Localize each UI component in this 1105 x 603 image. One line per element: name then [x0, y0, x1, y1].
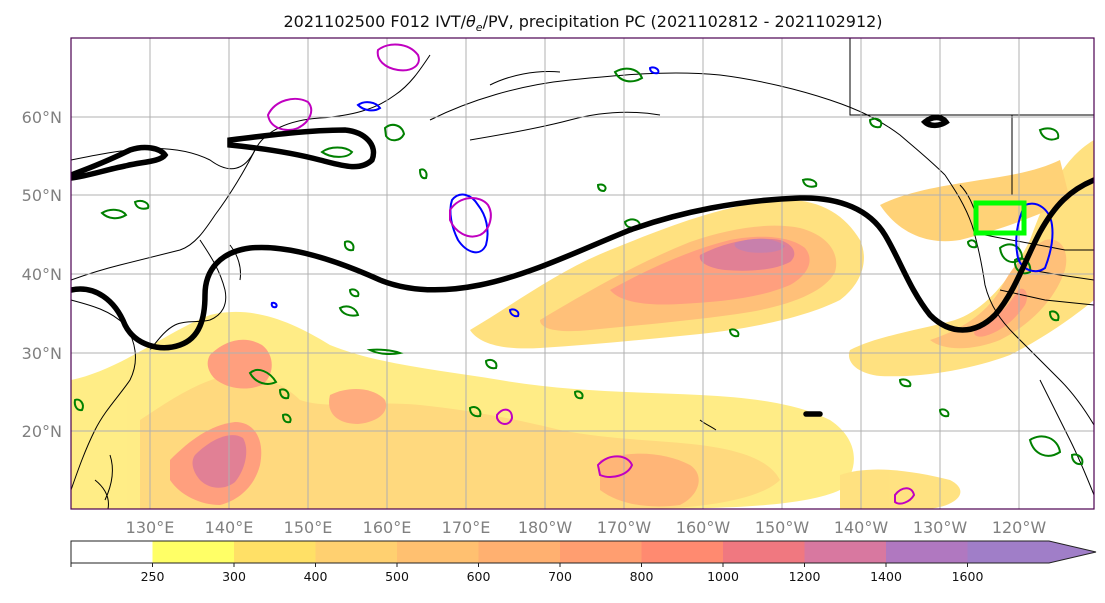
- colorbar-segment: [152, 541, 235, 563]
- colorbar-segment: [71, 541, 153, 563]
- lat-label: 30°N: [22, 344, 62, 363]
- lat-label: 50°N: [22, 186, 62, 205]
- lat-label: 60°N: [22, 108, 62, 127]
- colorbar-tick-label: 1200: [789, 569, 821, 584]
- map-panel: [70, 37, 1095, 510]
- lon-label: 130°W: [913, 518, 968, 537]
- precip-contours: [73, 67, 1084, 466]
- lon-label: 160°W: [676, 518, 731, 537]
- latitude-labels: 60°N 50°N 40°N 30°N 20°N: [22, 108, 62, 441]
- theta-e-contours: [71, 114, 1094, 417]
- lat-label: 20°N: [22, 422, 62, 441]
- gridlines: [71, 38, 1094, 509]
- colorbar-tick-label: 250: [141, 569, 165, 584]
- longitude-labels: 130°E 140°E 150°E 160°E 170°E 180°W 170°…: [126, 518, 1047, 537]
- lon-label: 140°W: [834, 518, 889, 537]
- colorbar-tick-label: 700: [548, 569, 572, 584]
- lon-label: 130°E: [126, 518, 175, 537]
- colorbar-segment: [315, 541, 398, 563]
- lat-label: 40°N: [22, 265, 62, 284]
- colorbar-segment: [641, 541, 724, 563]
- lon-label: 170°W: [597, 518, 652, 537]
- lon-label: 180°W: [518, 518, 573, 537]
- colorbar-segment: [560, 541, 642, 563]
- colorbar-tick-label: 1400: [870, 569, 902, 584]
- colorbar-segment: [478, 541, 561, 563]
- lon-label: 160°E: [363, 518, 412, 537]
- colorbar-segment: [234, 541, 316, 563]
- lon-label: 170°E: [442, 518, 491, 537]
- lon-label: 120°W: [992, 518, 1047, 537]
- colorbar-segment: [967, 541, 1096, 563]
- colorbar-frame: [70, 540, 1097, 564]
- lon-label: 140°E: [205, 518, 254, 537]
- pv-contours: [266, 43, 1054, 505]
- colorbar-segment: [804, 541, 887, 563]
- colorbar-segment: [886, 541, 968, 563]
- colorbar-tick-label: 400: [304, 569, 328, 584]
- colorbar-tick-label: 1000: [707, 569, 739, 584]
- colorbar-tick-label: 1600: [952, 569, 984, 584]
- colorbar-segment: [723, 541, 805, 563]
- lon-label: 150°E: [284, 518, 333, 537]
- colorbar-tick-label: 600: [467, 569, 491, 584]
- colorbar-tick-label: 800: [630, 569, 654, 584]
- colorbar-tick-label: 500: [385, 569, 409, 584]
- target-region-box: [973, 200, 1027, 236]
- colorbar: 250 300 400 500 600 700 800 1000 1200 1400 1600: [70, 540, 1097, 584]
- colorbar-tick-label: 300: [222, 569, 246, 584]
- map-frame: [70, 37, 1095, 510]
- lon-label: 150°W: [755, 518, 810, 537]
- colorbar-segment: [397, 541, 479, 563]
- figure-title: 2021102500 F012 IVT/θe/PV, precipitation…: [283, 12, 882, 34]
